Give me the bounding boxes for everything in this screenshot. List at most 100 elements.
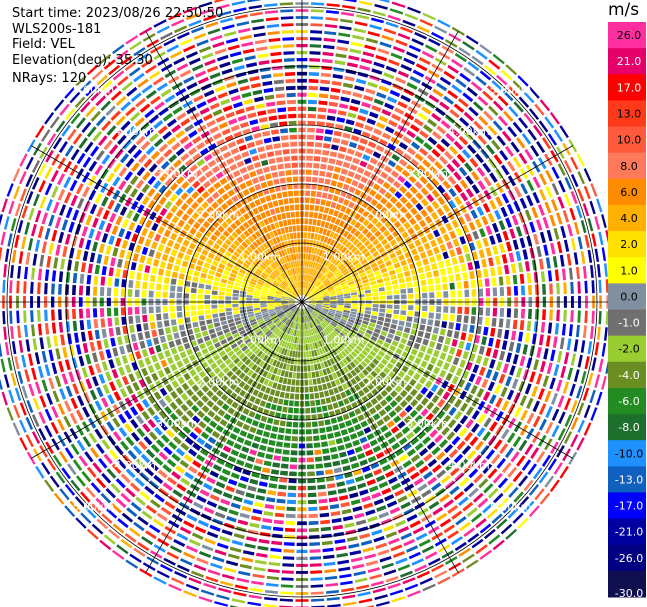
- radar-gate: [528, 86, 540, 99]
- radar-gate: [44, 166, 53, 179]
- radar-gate: [289, 471, 297, 477]
- radar-gate: [423, 124, 433, 133]
- radar-gate: [187, 378, 195, 387]
- radar-gate: [323, 251, 329, 259]
- radar-gate: [59, 103, 70, 116]
- radar-gate: [393, 294, 400, 300]
- radar-gate: [176, 236, 184, 244]
- radar-gate: [553, 129, 563, 142]
- radar-gate: [383, 255, 390, 262]
- radar-gate: [365, 307, 372, 311]
- radar-gate: [232, 293, 239, 297]
- radar-gate: [0, 358, 6, 373]
- radar-gate: [132, 149, 143, 159]
- radar-gate: [414, 414, 423, 423]
- radar-gate: [324, 419, 331, 426]
- radar-gate: [276, 267, 282, 274]
- radar-gate: [226, 226, 234, 234]
- radar-gate: [136, 323, 142, 332]
- radar-gate: [307, 106, 317, 112]
- radar-gate: [367, 272, 375, 279]
- radar-gate: [214, 511, 226, 519]
- radar-gate: [322, 320, 329, 326]
- radar-gate: [503, 482, 514, 494]
- radar-gate: [570, 353, 577, 366]
- radar-gate: [274, 303, 281, 306]
- radar-gate: [154, 493, 165, 503]
- radar-gate: [82, 250, 89, 262]
- radar-gate: [395, 330, 403, 337]
- radar-gate: [323, 244, 329, 251]
- radar-gate: [288, 485, 297, 491]
- radar-gate: [376, 278, 384, 284]
- radar-gate: [225, 296, 232, 300]
- radar-gate: [475, 239, 483, 249]
- radar-gate: [124, 184, 133, 194]
- radar-gate: [161, 342, 169, 351]
- radar-gate: [218, 291, 225, 296]
- radar-gate: [210, 265, 217, 271]
- radar-gate: [35, 465, 45, 479]
- radar-gate: [263, 338, 270, 345]
- radar-gate: [551, 408, 560, 421]
- radar-gate: [266, 575, 280, 580]
- radar-gate: [265, 590, 278, 594]
- radar-gate: [236, 436, 245, 444]
- radar-gate: [201, 395, 209, 403]
- radar-gate: [550, 349, 556, 362]
- radar-gate: [415, 336, 423, 344]
- radar-gate: [389, 345, 397, 352]
- radar-gate: [207, 436, 217, 445]
- radar-gate: [181, 260, 189, 268]
- radar-gate: [169, 193, 178, 203]
- radar-gate: [346, 536, 358, 542]
- radar-gate: [148, 346, 155, 355]
- radar-gate: [485, 449, 495, 460]
- radar-gate: [188, 354, 196, 362]
- radar-gate: [199, 278, 206, 284]
- radar-gate: [483, 483, 494, 494]
- radar-gate: [219, 312, 226, 317]
- radar-gate: [308, 268, 312, 275]
- radar-gate: [319, 206, 325, 213]
- radar-gate: [427, 118, 438, 128]
- radar-gate: [310, 321, 314, 328]
- radar-gate: [369, 235, 376, 242]
- radar-gate: [159, 422, 168, 431]
- radar-gate: [138, 440, 148, 451]
- radar-gate: [287, 327, 292, 335]
- radar-gate: [166, 118, 177, 128]
- radar-gate: [157, 469, 168, 479]
- radar-gate: [482, 90, 494, 101]
- radar-gate: [310, 584, 324, 588]
- radar-gate: [372, 445, 382, 453]
- radar-gate: [134, 477, 145, 487]
- radar-gate: [335, 370, 342, 378]
- radar-gate: [370, 226, 378, 234]
- radar-gate: [519, 237, 526, 249]
- radar-gate: [563, 282, 567, 294]
- radar-gate: [162, 131, 172, 140]
- radar-gate: [46, 336, 52, 348]
- radar-gate: [274, 512, 285, 518]
- radar-gate: [311, 286, 317, 292]
- radar-gate: [262, 314, 270, 318]
- radar-gate: [166, 262, 173, 270]
- radar-gate: [304, 204, 310, 211]
- radar-gate: [134, 306, 140, 315]
- radar-gate: [183, 311, 190, 317]
- radar-gate: [343, 601, 357, 607]
- radar-gate: [442, 414, 451, 424]
- radar-gate: [594, 342, 600, 356]
- radar-gate: [183, 141, 194, 150]
- radar-gate: [573, 221, 580, 235]
- radar-gate: [44, 323, 50, 335]
- radar-gate: [291, 436, 298, 442]
- radar-gate: [193, 94, 204, 103]
- radar-gate: [445, 222, 453, 232]
- radar-gate: [509, 228, 516, 239]
- radar-gate: [481, 258, 487, 268]
- radar-gate: [426, 401, 435, 411]
- radar-gate: [493, 439, 503, 450]
- radar-gate: [186, 514, 198, 522]
